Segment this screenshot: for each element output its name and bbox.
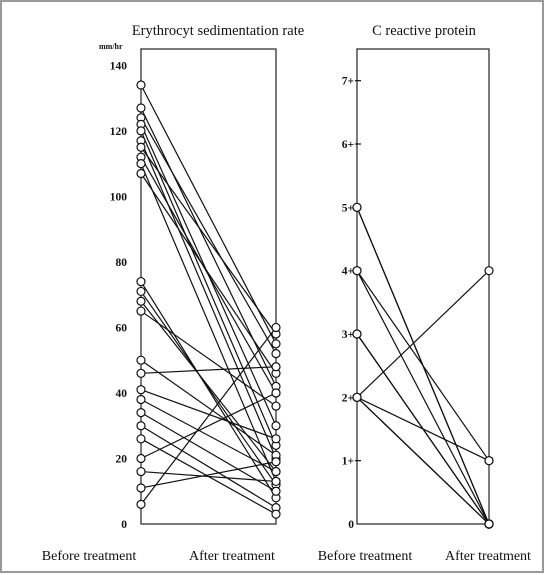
- y-tick-label: 60: [116, 322, 128, 334]
- before-point-1-13: [136, 296, 146, 306]
- y-tick-label: 2+: [342, 392, 354, 404]
- y-tick-label: 0: [121, 519, 127, 531]
- patient-line-1-22: [140, 392, 277, 460]
- patient-line-1-3: [140, 117, 277, 354]
- before-point-1-21: [136, 434, 146, 444]
- patient-line-1-17: [140, 389, 277, 440]
- patient-line-1-7: [140, 146, 277, 335]
- after-point-1-24: [271, 457, 281, 467]
- patient-line-1-5: [140, 130, 277, 446]
- before-point-1-9: [136, 159, 146, 169]
- patient-line-1-16: [140, 366, 277, 374]
- patient-line-1-18: [140, 398, 277, 473]
- patient-line-2-7: [356, 270, 490, 398]
- before-point-2-10: [352, 392, 362, 402]
- x-category-label: After treatment: [445, 549, 531, 564]
- after-point-1-4: [271, 421, 281, 431]
- patient-line-1-11: [140, 281, 277, 499]
- before-point-1-18: [136, 394, 146, 405]
- y-tick-label: 20: [116, 453, 128, 465]
- before-point-1-11: [136, 276, 146, 287]
- y-tick-label: 40: [116, 388, 128, 400]
- y-tick-label: 80: [116, 257, 128, 269]
- after-point-1-1: [271, 339, 281, 349]
- after-point-2-8: [484, 456, 494, 466]
- chart-title-1: Erythrocyt sedimentation rate: [132, 23, 304, 39]
- before-point-1-12: [136, 286, 146, 297]
- y-tick-label: 5+: [342, 202, 354, 214]
- y-tick-label: 100: [110, 191, 128, 203]
- before-point-1-10: [136, 168, 146, 179]
- before-point-2-4: [352, 266, 362, 276]
- patient-line-1-14: [140, 310, 277, 407]
- patient-line-2-3: [356, 270, 490, 525]
- patient-line-1-8: [140, 156, 277, 394]
- after-point-1-18: [271, 466, 281, 477]
- before-point-2-2: [352, 202, 362, 212]
- y-tick-label: 140: [110, 60, 128, 72]
- patient-line-1-1: [140, 84, 277, 345]
- chart-title-2: C reactive protein: [372, 23, 477, 39]
- before-point-1-20: [136, 421, 146, 431]
- before-point-1-25: [136, 499, 146, 509]
- before-point-1-23: [136, 466, 146, 477]
- before-point-1-19: [136, 408, 146, 418]
- before-point-1-2: [136, 103, 146, 113]
- after-point-2-7: [484, 266, 494, 276]
- patient-line-1-6: [140, 140, 277, 459]
- plot-frame-1: [140, 48, 277, 525]
- after-point-1-19: [271, 486, 281, 496]
- x-category-label: After treatment: [189, 549, 275, 564]
- after-point-1-3: [271, 349, 281, 359]
- before-point-1-16: [136, 368, 146, 378]
- x-category-label: Before treatment: [318, 549, 413, 564]
- before-point-1-1: [136, 80, 146, 90]
- before-point-1-14: [136, 306, 146, 316]
- patient-line-1-12: [140, 291, 277, 486]
- y-tick-label: 1+: [342, 456, 354, 468]
- patient-line-1-24: [140, 461, 277, 489]
- before-point-1-15: [136, 355, 146, 365]
- before-point-1-24: [136, 483, 146, 493]
- patient-line-2-10: [356, 396, 490, 525]
- after-point-1-17: [271, 434, 281, 444]
- before-point-1-5: [136, 126, 146, 136]
- before-point-1-22: [136, 453, 146, 464]
- patient-line-1-9: [140, 163, 277, 482]
- after-point-2-10: [484, 519, 494, 529]
- patient-line-1-13: [140, 300, 277, 472]
- y-tick-label: 7+: [342, 76, 354, 88]
- patient-line-1-10: [140, 173, 277, 374]
- before-point-1-7: [136, 142, 146, 152]
- after-point-1-21: [271, 509, 281, 519]
- y-axis-unit-label: mm/hr: [99, 42, 123, 51]
- before-point-1-17: [136, 385, 146, 395]
- patient-line-2-4: [356, 270, 490, 462]
- before-point-2-6: [352, 329, 362, 339]
- patient-line-1-19: [140, 412, 277, 492]
- patient-line-1-2: [140, 107, 277, 387]
- plot-frame-2: [356, 48, 490, 525]
- after-point-1-22: [271, 388, 281, 398]
- patient-line-2-8: [356, 396, 490, 462]
- patient-line-1-25: [140, 327, 277, 505]
- y-tick-label: 3+: [342, 329, 354, 341]
- patient-line-1-15: [140, 359, 277, 456]
- y-tick-label: 0: [348, 519, 354, 531]
- after-point-1-25: [271, 322, 281, 333]
- patient-line-1-20: [140, 425, 277, 509]
- after-point-1-16: [271, 362, 281, 372]
- x-category-label: Before treatment: [42, 549, 137, 564]
- patient-line-1-23: [140, 470, 277, 483]
- y-tick-label: 4+: [342, 266, 354, 278]
- after-point-1-14: [271, 401, 281, 411]
- after-point-1-23: [271, 476, 281, 487]
- y-tick-label: 6+: [342, 139, 354, 151]
- y-tick-label: 120: [110, 126, 128, 138]
